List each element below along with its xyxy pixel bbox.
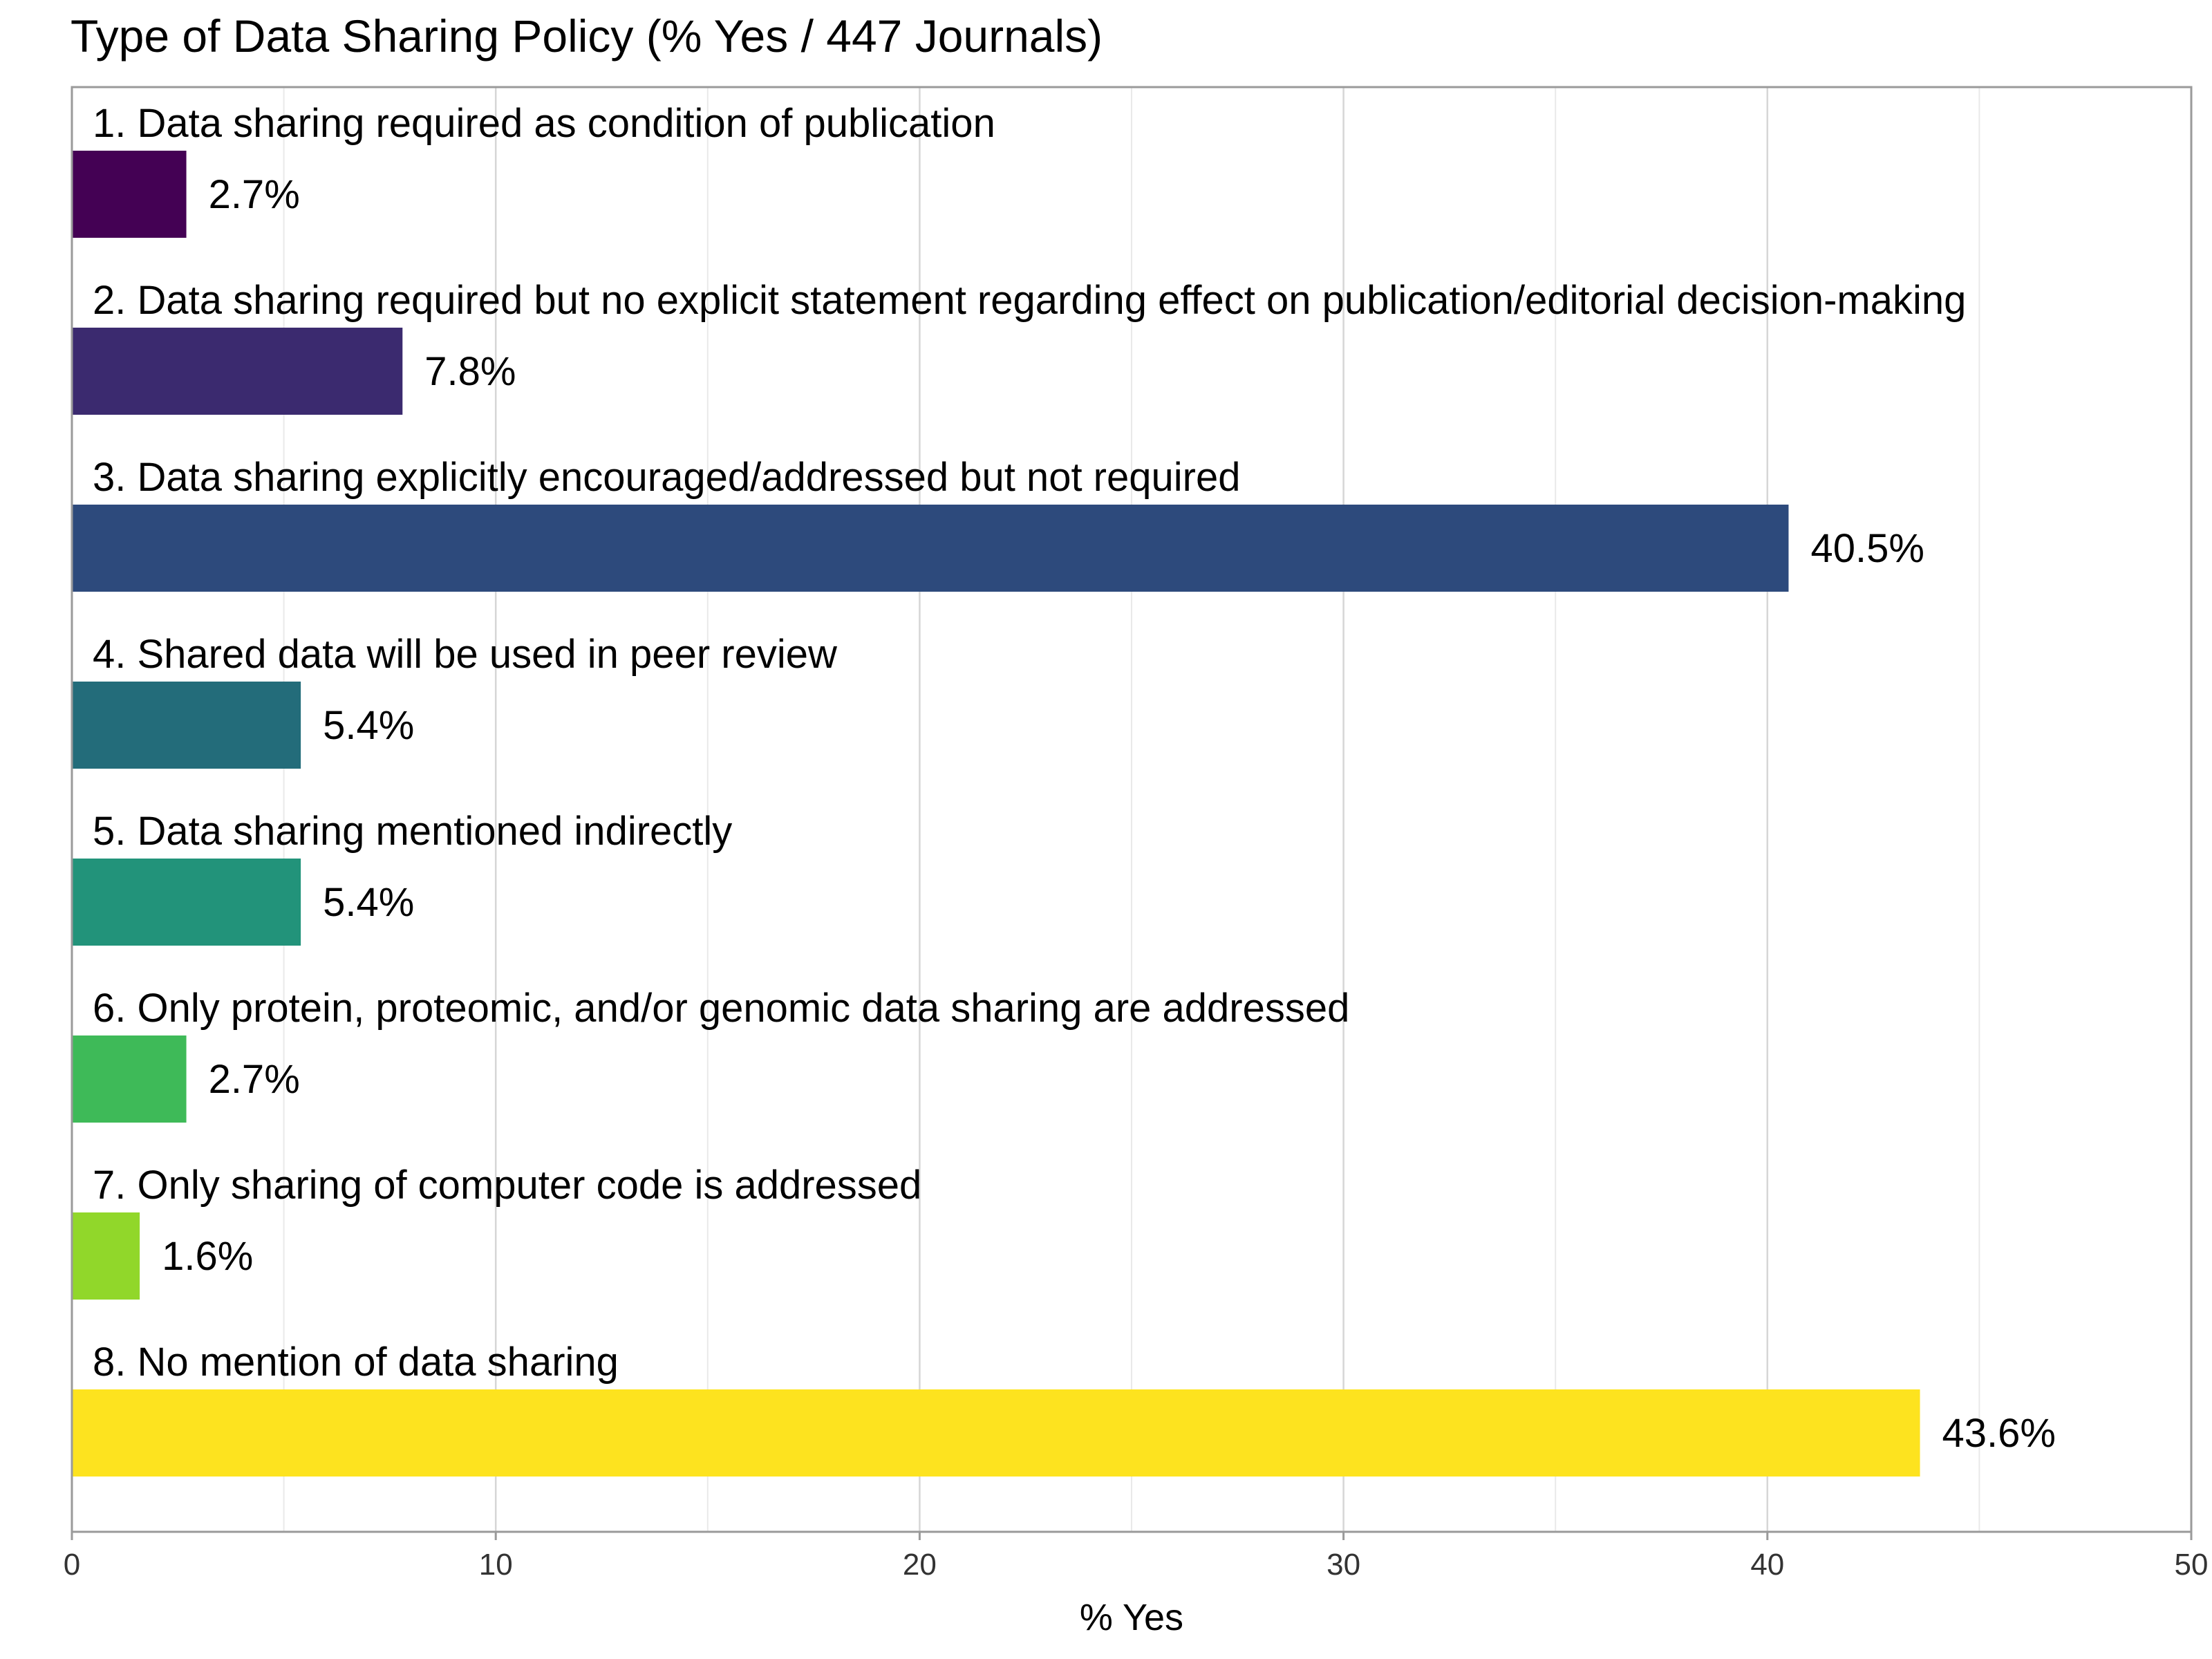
value-label: 7.8%: [424, 349, 516, 394]
category-label: 2. Data sharing required but no explicit…: [93, 278, 1966, 323]
bars: [72, 151, 1920, 1477]
x-tick-label: 10: [479, 1548, 513, 1582]
bar: [72, 505, 1789, 592]
x-tick-label: 30: [1327, 1548, 1360, 1582]
category-label: 1. Data sharing required as condition of…: [93, 101, 995, 146]
bar: [72, 682, 301, 769]
bar: [72, 859, 301, 946]
value-label: 43.6%: [1942, 1411, 2056, 1456]
bar: [72, 328, 403, 415]
value-label: 40.5%: [1810, 526, 1924, 571]
bar: [72, 1389, 1920, 1477]
bar: [72, 1035, 187, 1123]
chart-title: Type of Data Sharing Policy (% Yes / 447…: [71, 10, 1103, 62]
plot-border: [71, 86, 2193, 1533]
category-label: 5. Data sharing mentioned indirectly: [93, 809, 732, 854]
value-label: 1.6%: [162, 1234, 253, 1279]
category-labels: 1. Data sharing required as condition of…: [93, 101, 1966, 1385]
value-label: 2.7%: [209, 172, 300, 217]
category-label: 7. Only sharing of computer code is addr…: [93, 1163, 921, 1208]
value-label: 5.4%: [323, 703, 414, 748]
value-label: 5.4%: [323, 880, 414, 925]
category-label: 3. Data sharing explicitly encouraged/ad…: [93, 455, 1240, 500]
value-labels: 2.7% 7.8% 40.5% 5.4% 5.4% 2.7% 1.6% 43.6%: [162, 172, 2056, 1456]
x-axis-title: % Yes: [1080, 1597, 1183, 1638]
x-tick-label: 50: [2175, 1548, 2209, 1582]
bar: [72, 151, 187, 238]
category-label: 6. Only protein, proteomic, and/or genom…: [93, 986, 1349, 1031]
x-tick-label: 40: [1750, 1548, 1784, 1582]
value-label: 2.7%: [209, 1057, 300, 1102]
x-tick-label: 0: [64, 1548, 80, 1582]
category-label: 8. No mention of data sharing: [93, 1340, 619, 1385]
bar: [72, 1212, 140, 1300]
x-axis-ticks: 0 10 20 30 40 50: [64, 1532, 2209, 1582]
category-label: 4. Shared data will be used in peer revi…: [93, 632, 838, 677]
x-tick-label: 20: [903, 1548, 937, 1582]
